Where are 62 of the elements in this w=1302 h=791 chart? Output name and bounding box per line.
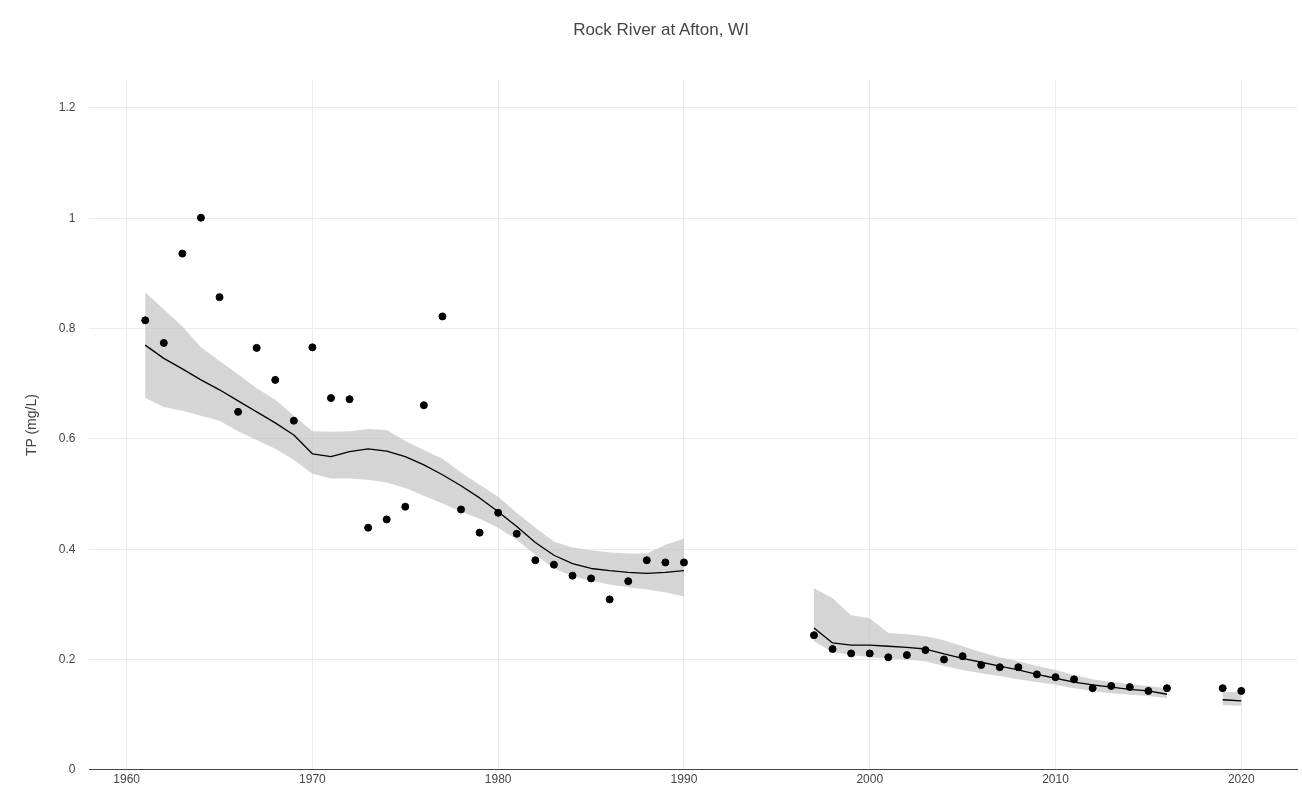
point [661, 558, 670, 567]
point [1144, 686, 1153, 695]
y-tick-label: 1 [68, 210, 76, 225]
point [271, 375, 280, 384]
point [1051, 673, 1060, 682]
x-tick-label: 1960 [113, 772, 141, 787]
y-tick-label: 0.8 [58, 320, 76, 335]
y-tick-label: 0 [68, 762, 76, 777]
point [382, 515, 391, 524]
point [1014, 663, 1023, 672]
point [679, 558, 688, 567]
point [828, 645, 837, 654]
x-tick-label: 1980 [484, 772, 512, 787]
point [1218, 684, 1227, 693]
point [568, 571, 577, 580]
point [494, 508, 503, 517]
point [457, 505, 466, 514]
chart-title: Rock River at Afton, WI [573, 19, 749, 39]
point [624, 577, 633, 586]
point [902, 651, 911, 660]
y-tick-label: 0.6 [58, 431, 76, 446]
point [326, 394, 335, 403]
point [1070, 675, 1079, 684]
point [884, 653, 893, 662]
x-tick-label: 2020 [1227, 772, 1255, 787]
y-tick-label: 1.2 [58, 100, 76, 115]
point [196, 213, 205, 222]
point [159, 338, 168, 347]
x-tick-label: 1970 [299, 772, 327, 787]
point [234, 407, 243, 416]
point [847, 649, 856, 658]
point [865, 649, 874, 658]
y-axis-title: TP (mg/L) [23, 394, 40, 457]
point [1088, 684, 1097, 693]
point [141, 316, 150, 325]
y-tick-label: 0.4 [58, 541, 76, 556]
point [401, 502, 410, 511]
point [438, 312, 447, 321]
point [345, 395, 354, 404]
point [809, 631, 818, 640]
x-tick-label: 1990 [670, 772, 698, 787]
point [940, 655, 949, 664]
point [977, 661, 986, 670]
y-tick-label: 0.2 [58, 651, 76, 666]
point [252, 343, 261, 352]
point [549, 560, 558, 569]
point [364, 523, 373, 532]
point [1162, 684, 1171, 693]
point [178, 249, 187, 258]
point [215, 293, 224, 302]
point [475, 528, 484, 537]
point [531, 556, 540, 565]
x-tick-label: 2010 [1042, 772, 1070, 787]
point [419, 401, 428, 410]
point [308, 343, 317, 352]
point [1237, 686, 1246, 695]
point [605, 595, 614, 604]
point [289, 416, 298, 425]
x-tick-label: 2000 [856, 772, 884, 787]
point [642, 556, 651, 565]
point [512, 529, 521, 538]
point [587, 574, 596, 583]
